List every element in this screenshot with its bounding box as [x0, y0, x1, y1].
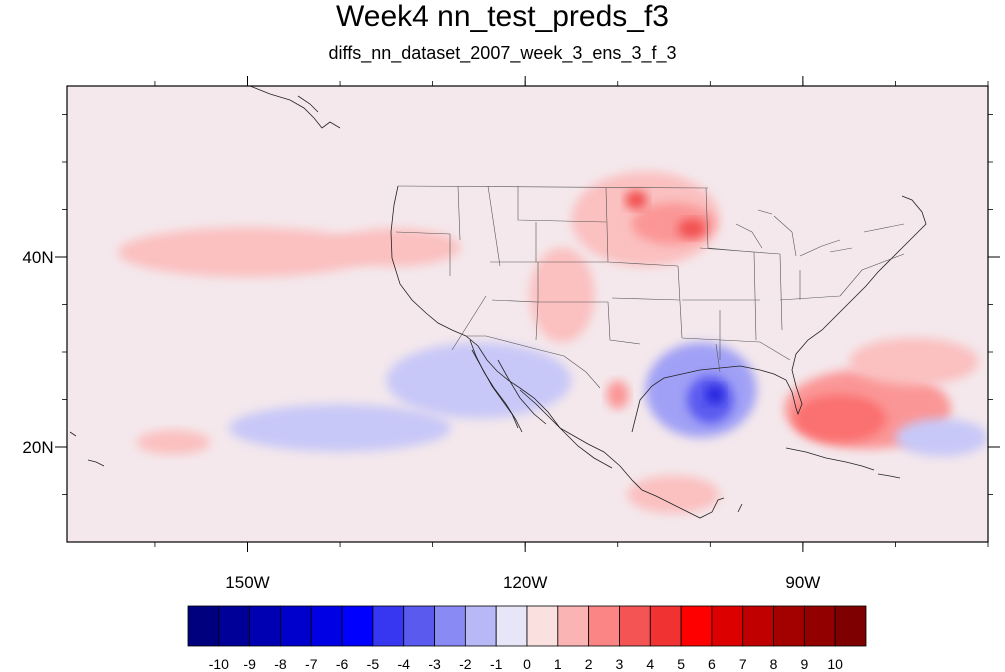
lat-tick-label: 40N	[22, 248, 53, 267]
colorbar-label: 3	[616, 656, 624, 672]
lon-tick-label: 150W	[225, 573, 269, 592]
wyoming-positive-peak	[625, 190, 648, 210]
gulf-atlantic-positive-core	[793, 394, 887, 443]
colorbar-swatch	[341, 605, 374, 647]
colorbar-swatch	[280, 605, 312, 647]
coastlines	[69, 86, 927, 519]
hawaii-positive	[136, 429, 211, 455]
colorbar-label: -8	[274, 656, 287, 672]
colorbar-swatch	[711, 605, 744, 647]
great-lakes	[735, 209, 853, 257]
colorbar-label: 6	[708, 656, 716, 672]
colorbar-swatch	[218, 605, 251, 647]
latitude-ticks: 40N 20N	[22, 114, 1000, 495]
lat-tick-label: 20N	[22, 438, 53, 457]
colorbar-swatch	[187, 605, 220, 647]
colorbar-label: 7	[739, 656, 747, 672]
colorbar-swatch	[310, 605, 343, 647]
colorbar-label: 9	[800, 656, 808, 672]
mexico-border	[466, 335, 601, 389]
map-area	[67, 86, 988, 542]
plains-positive-peak	[677, 219, 706, 238]
colorbar-label: -6	[336, 656, 349, 672]
longitude-ticks: 150W 120W 90W	[154, 76, 989, 592]
colorbar-label: -9	[243, 656, 256, 672]
lon-tick-label: 120W	[503, 573, 547, 592]
colorbar-label: -10	[209, 656, 229, 672]
colorbar-label: 2	[585, 656, 593, 672]
colorbar-swatch	[526, 605, 559, 647]
us-coastline	[390, 185, 927, 519]
map-background	[67, 86, 988, 542]
colorbar-swatch	[803, 605, 836, 647]
colorbar-swatch	[773, 605, 805, 647]
colorbar-swatch	[649, 605, 682, 647]
anomaly-field	[117, 171, 988, 514]
colorbar-swatch	[434, 605, 466, 647]
n-pacific-positive	[117, 227, 378, 277]
colorbar-swatch	[464, 605, 497, 647]
baja-coast	[469, 339, 523, 433]
colorbar-swatch	[495, 605, 528, 647]
lon-tick-label: 90W	[785, 573, 820, 592]
n-pacific-positive-east	[330, 228, 461, 267]
colorbar: -10 -9 -8 -7 -6 -5 -4 -3 -2 -1 0 1 2 3 4 5 6 7 8 9 10	[187, 605, 867, 672]
colorbar-label: 5	[677, 656, 685, 672]
colorbar-label: -2	[459, 656, 472, 672]
colorbar-swatch	[680, 605, 713, 647]
colorbar-label: -4	[398, 656, 411, 672]
colorbar-label: -5	[367, 656, 380, 672]
hispaniola-coast	[877, 473, 901, 479]
colorbar-swatch	[249, 605, 281, 647]
mexico-west-coast	[519, 389, 613, 469]
colorbar-label: 1	[554, 656, 562, 672]
east-pacific-negative	[386, 342, 572, 419]
hawaii-islands	[69, 431, 105, 467]
colorbar-label: -7	[305, 656, 318, 672]
colorbar-swatch	[372, 605, 405, 647]
colorbar-label: 0	[523, 656, 531, 672]
subtropical-negative	[228, 404, 452, 452]
plot-subtitle: diffs_nn_dataset_2007_week_3_ens_3_f_3	[328, 43, 677, 63]
colorbar-swatch	[403, 605, 435, 647]
gulf-california-positive	[606, 380, 629, 409]
alaska-coastline	[249, 86, 341, 129]
colorbar-swatch	[588, 605, 620, 647]
map-frame	[66, 85, 989, 543]
plot-title: Week4 nn_test_preds_f3	[335, 0, 669, 33]
colorbar-swatch	[619, 605, 651, 647]
colorbar-label: 8	[770, 656, 778, 672]
colorbar-label: 4	[646, 656, 654, 672]
colorbar-swatch	[834, 605, 867, 647]
state-borders	[395, 185, 905, 389]
atlantic-positive-north	[849, 337, 979, 386]
caribbean-negative	[895, 418, 988, 457]
colorbar-label: -3	[428, 656, 441, 672]
colorbar-label: -1	[490, 656, 503, 672]
colorbar-label: 10	[827, 656, 843, 672]
cuba-coast	[785, 447, 875, 471]
colorbar-swatch	[557, 605, 590, 647]
texas-negative-peak	[705, 385, 725, 405]
colorbar-swatch	[742, 605, 774, 647]
southwest-positive	[529, 247, 595, 343]
east-pacific-positive-south	[627, 475, 720, 514]
